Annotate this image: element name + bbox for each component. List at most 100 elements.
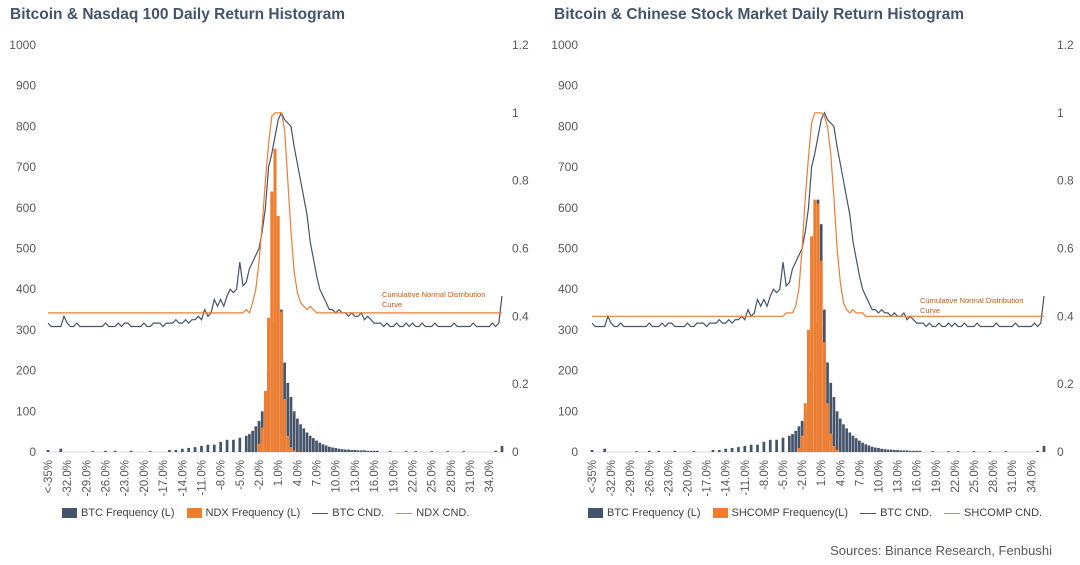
histogram-bar xyxy=(743,445,747,452)
histogram-bar xyxy=(972,451,976,452)
histogram-bar xyxy=(854,438,858,452)
x-tick-label: 16.0% xyxy=(912,460,924,493)
histogram-bar xyxy=(206,444,210,452)
x-tick-label: <-35% xyxy=(43,460,55,494)
histogram-bar xyxy=(46,449,50,452)
histogram-bar xyxy=(956,451,960,452)
histogram-bar xyxy=(867,445,871,452)
legend-label: NDX CND. xyxy=(416,507,470,519)
histogram-bar xyxy=(296,418,299,452)
legend-swatch-shcomp-cnd xyxy=(944,512,961,514)
histogram-bar xyxy=(873,447,877,452)
histogram-bar xyxy=(286,382,290,452)
histogram-bar xyxy=(299,424,302,452)
chart-annotation: Cumulative Normal Distribution xyxy=(382,290,485,299)
histogram-bar xyxy=(905,450,909,452)
legend-swatch-ndx-frequency xyxy=(186,508,202,518)
histogram-bar xyxy=(791,434,794,452)
histogram-bar xyxy=(257,443,261,452)
histogram-bar xyxy=(276,215,280,452)
histogram-bar xyxy=(193,447,197,452)
histogram-bar xyxy=(711,449,715,452)
x-tick-label: 1.0% xyxy=(816,460,828,486)
histogram-bar xyxy=(692,451,696,452)
histogram-bar xyxy=(91,451,95,452)
chart-panel-shcomp: Bitcoin & Chinese Stock Market Daily Ret… xyxy=(540,0,1080,535)
x-tick-label: 25.0% xyxy=(427,460,439,493)
histogram-bar xyxy=(717,449,721,452)
histogram-bar xyxy=(886,449,890,452)
histogram-bar xyxy=(104,450,107,452)
x-tick-label: 19.0% xyxy=(931,460,943,493)
histogram-bar xyxy=(819,260,823,452)
histogram-bar xyxy=(312,438,315,452)
histogram-bar xyxy=(308,435,312,452)
y-left-tick-label: 600 xyxy=(558,201,578,215)
y-left-tick-label: 900 xyxy=(16,79,36,93)
histogram-bar xyxy=(462,451,465,452)
histogram-bar xyxy=(129,450,133,452)
histogram-bar xyxy=(912,450,915,452)
y-left-tick-label: 100 xyxy=(16,404,36,418)
y-left-tick-label: 800 xyxy=(16,119,36,133)
legend-swatch-ndx-cnd xyxy=(396,512,413,514)
y-left-tick-label: 900 xyxy=(558,79,578,93)
x-tick-label: 34.0% xyxy=(484,460,496,493)
x-tick-label: 22.0% xyxy=(950,460,962,493)
histogram-bar xyxy=(883,449,887,452)
histogram-bar xyxy=(657,450,661,452)
histogram-bar xyxy=(59,448,63,452)
histogram-bar xyxy=(768,439,772,452)
histogram-bar xyxy=(730,447,734,452)
histogram-bar xyxy=(845,428,849,452)
histogram-bar xyxy=(797,447,801,452)
histogram-bar xyxy=(832,397,836,452)
histogram-bar xyxy=(1036,450,1039,452)
histogram-bar xyxy=(283,399,287,452)
histogram-bar xyxy=(289,397,293,452)
chart-annotation: Curve xyxy=(382,300,402,309)
histogram-bar xyxy=(915,450,919,452)
x-tick-label: -32.0% xyxy=(62,460,74,496)
x-tick-label: 22.0% xyxy=(407,460,419,493)
histogram-bar xyxy=(113,450,117,452)
histogram-bar xyxy=(363,450,366,452)
x-tick-label: 28.0% xyxy=(988,460,1000,493)
histogram-bar xyxy=(603,448,607,452)
x-tick-label: -14.0% xyxy=(177,460,189,496)
x-tick-label: <-35% xyxy=(587,460,599,494)
y-left-tick-label: 400 xyxy=(16,282,36,296)
series-ndx-frequency-l xyxy=(257,148,296,452)
x-tick-label: -23.0% xyxy=(663,460,675,496)
histogram-bar xyxy=(806,329,810,452)
histogram-bar xyxy=(724,448,728,452)
y-left-tick-label: 700 xyxy=(558,160,578,174)
histogram-bar xyxy=(787,435,791,452)
y-right-tick-label: 0.4 xyxy=(1057,309,1074,323)
x-tick-label: -17.0% xyxy=(702,460,714,496)
y-right-tick-label: 0.2 xyxy=(1057,377,1074,391)
histogram-bar xyxy=(813,199,817,452)
histogram-bar xyxy=(334,447,338,452)
histogram-bar xyxy=(343,449,347,452)
histogram-bar xyxy=(180,448,184,452)
line-ndx-cnd xyxy=(48,112,502,315)
x-tick-label: -32.0% xyxy=(606,460,618,496)
histogram-bar xyxy=(267,317,271,452)
histogram-bar xyxy=(327,446,331,452)
x-tick-label: -23.0% xyxy=(120,460,132,496)
legend-label: SHCOMP CND. xyxy=(964,507,1043,519)
histogram-bar xyxy=(781,437,785,452)
x-tick-label: -2.0% xyxy=(797,460,809,490)
y-left-tick-label: 0 xyxy=(29,445,36,459)
x-tick-label: 31.0% xyxy=(465,460,477,493)
y-right-tick-label: 1 xyxy=(1057,106,1064,120)
histogram-bar xyxy=(842,424,845,452)
y-left-tick-label: 200 xyxy=(558,364,578,378)
histogram-bar xyxy=(414,451,418,452)
histogram-bar xyxy=(187,447,191,452)
histogram-bar xyxy=(800,435,804,452)
x-tick-label: -5.0% xyxy=(778,460,790,490)
histogram-bar xyxy=(232,439,235,452)
histogram-bar xyxy=(803,403,807,452)
